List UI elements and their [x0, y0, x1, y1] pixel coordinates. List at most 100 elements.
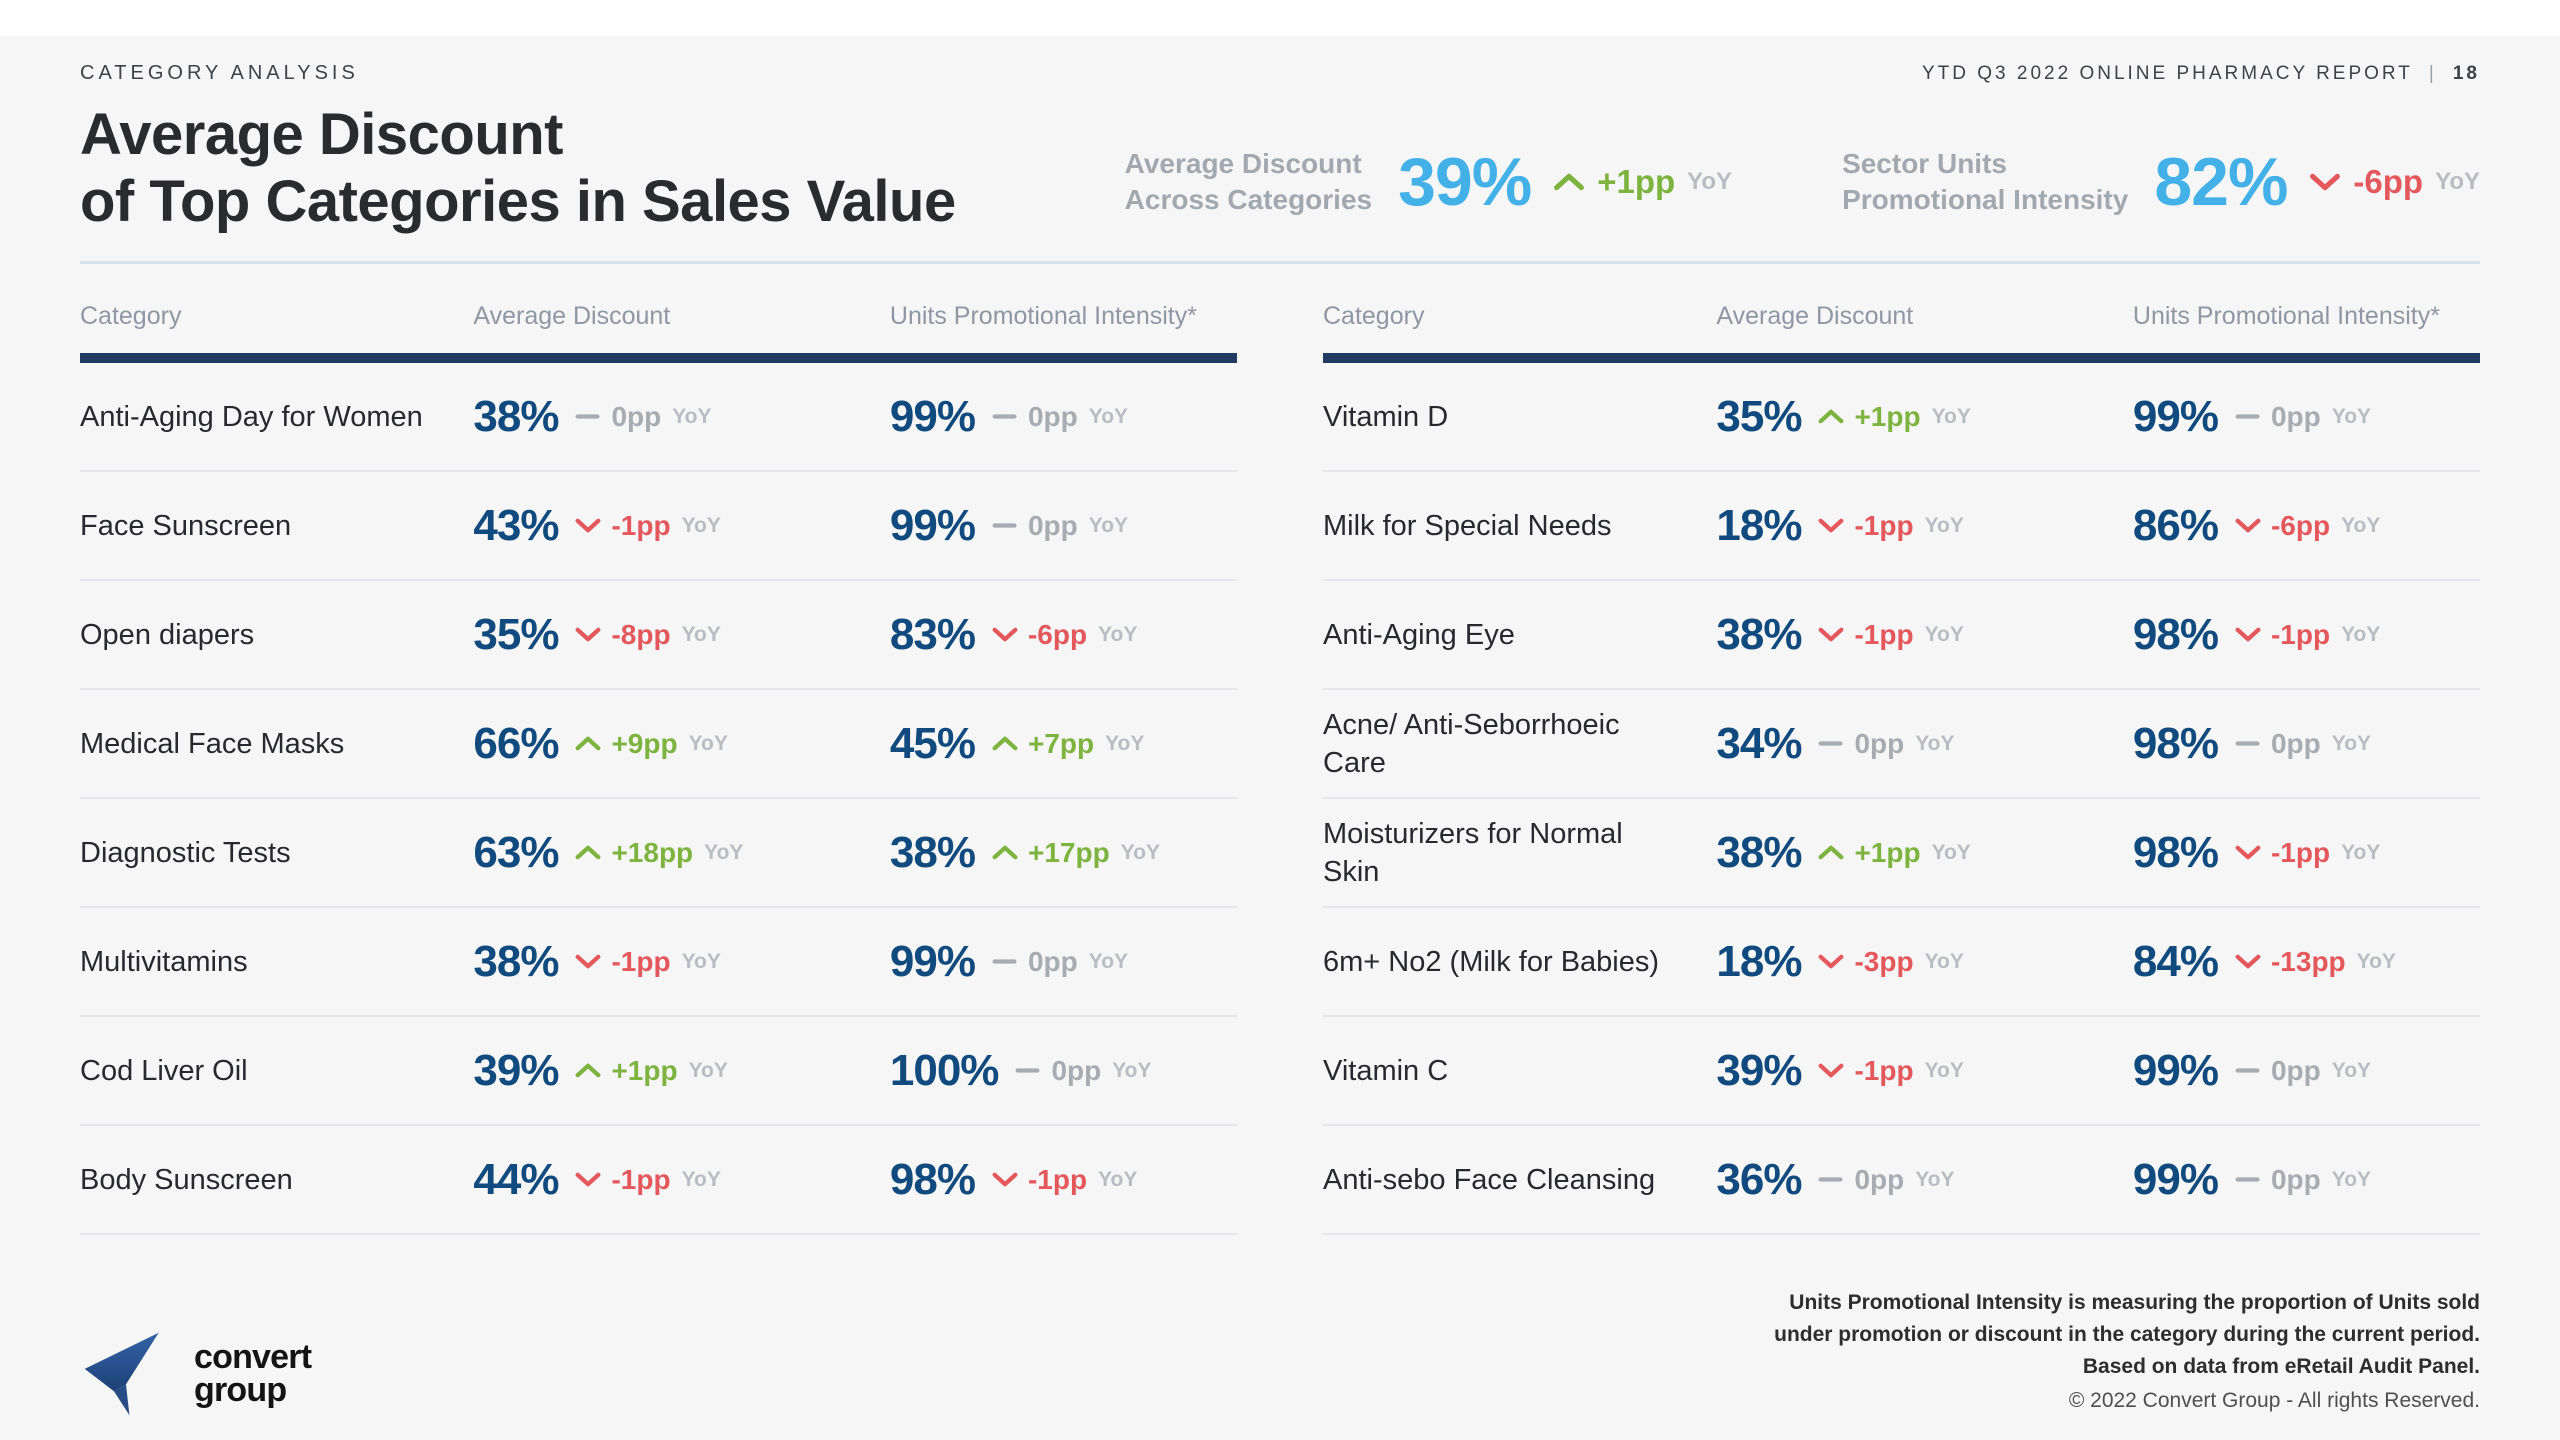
kpi-label-line: Average Discount	[1124, 148, 1362, 179]
trend-down-icon	[2310, 173, 2341, 191]
yoy-label: YoY	[1105, 731, 1145, 755]
trend-flat-icon	[992, 523, 1017, 528]
delta-label: -1pp	[1854, 509, 1914, 541]
table-header-row: Category Average Discount Units Promotio…	[1323, 302, 2480, 331]
yoy-label: YoY	[1924, 949, 1964, 973]
delta-label: +9pp	[611, 727, 678, 759]
trend-down-icon	[1816, 1060, 1846, 1081]
paper-plane-icon	[84, 1332, 159, 1416]
discount-value: 38%	[473, 936, 559, 986]
eyebrow: CATEGORY ANALYSIS	[80, 62, 359, 84]
trend-down-icon	[1818, 1063, 1844, 1078]
kpi-trend: +1pp YoY	[1551, 163, 1732, 201]
kpi-label-line: Promotional Intensity	[1842, 184, 2129, 215]
table-row: Face Sunscreen 43% -1pp YoY 99% 0pp YoY	[80, 472, 1237, 581]
table-row: Anti-Aging Eye 38% -1pp YoY 98% -1pp YoY	[1323, 581, 2480, 690]
tables-region: Category Average Discount Units Promotio…	[80, 302, 2480, 1235]
trend-down-icon	[573, 515, 603, 536]
report-reference: YTD Q3 2022 ONLINE PHARMACY REPORT | 18	[1922, 63, 2480, 85]
intensity-cell: 98% -1pp YoY	[2133, 828, 2480, 878]
yoy-label: YoY	[2331, 731, 2372, 755]
kpi-average-discount: Average Discount Across Categories 39% +…	[1125, 143, 1732, 221]
intensity-cell: 38% +17pp YoY	[890, 828, 1237, 878]
intensity-value: 86%	[2132, 500, 2219, 550]
trend-down-icon	[2235, 954, 2261, 969]
trend-up-icon	[990, 733, 1020, 754]
delta-label: -3pp	[1854, 945, 1914, 977]
kpi-sector-intensity: Sector Units Promotional Intensity 82% -…	[1842, 143, 2480, 221]
delta-label: 0pp	[1027, 400, 1078, 432]
discount-cell: 44% -1pp YoY	[473, 1155, 890, 1205]
intensity-value: 99%	[889, 936, 976, 986]
delta-label: -13pp	[2270, 945, 2346, 977]
table-row: Multivitamins 38% -1pp YoY 99% 0pp YoY	[80, 908, 1237, 1017]
intensity-cell: 99% 0pp YoY	[890, 937, 1237, 987]
discount-value: 39%	[1716, 1045, 1802, 1095]
category-label: Anti-Aging Day for Women	[80, 400, 423, 433]
kpi-label: Average Discount Across Categories	[1125, 146, 1372, 218]
discount-cell: 38% 0pp YoY	[473, 392, 890, 442]
trend-down-icon	[992, 627, 1018, 642]
trend-down-icon	[992, 1172, 1018, 1187]
discount-value: 39%	[473, 1045, 559, 1095]
intensity-value: 99%	[2132, 1045, 2219, 1095]
table-header-row: Category Average Discount Units Promotio…	[80, 302, 1237, 331]
trend-down-icon	[990, 624, 1020, 645]
trend-up-icon	[1818, 845, 1844, 860]
title-line-2: of Top Categories in Sales Value	[80, 169, 956, 234]
discount-cell: 39% -1pp YoY	[1716, 1046, 2133, 1096]
discount-cell: 18% -1pp YoY	[1716, 501, 2133, 551]
logo-line: convert	[194, 1338, 312, 1376]
yoy-label: YoY	[688, 731, 728, 755]
trend-up-icon	[573, 733, 603, 754]
delta-label: +17pp	[1027, 836, 1110, 868]
category-label: Vitamin D	[1323, 400, 1449, 433]
intensity-value: 100%	[889, 1045, 1000, 1095]
trend-flat-icon	[1818, 741, 1843, 746]
trend-up-icon	[1816, 842, 1846, 863]
table-row: Diagnostic Tests 63% +18pp YoY 38% +17pp…	[80, 799, 1237, 908]
intensity-cell: 98% -1pp YoY	[890, 1155, 1237, 1205]
intensity-cell: 45% +7pp YoY	[890, 719, 1237, 769]
discount-value: 63%	[473, 827, 559, 877]
table-row: Body Sunscreen 44% -1pp YoY 98% -1pp YoY	[80, 1126, 1237, 1235]
discount-cell: 38% -1pp YoY	[1716, 610, 2133, 660]
delta-label: 0pp	[1854, 1163, 1905, 1195]
category-label: Anti-sebo Face Cleansing	[1323, 1163, 1656, 1196]
title-line-1: Average Discount	[80, 102, 563, 167]
trend-down-icon	[1818, 627, 1844, 642]
kpi-period: YoY	[2435, 168, 2480, 195]
category-label: Face Sunscreen	[80, 509, 292, 542]
discount-cell: 18% -3pp YoY	[1716, 937, 2133, 987]
intensity-cell: 99% 0pp YoY	[2133, 1046, 2480, 1096]
intensity-cell: 84% -13pp YoY	[2133, 937, 2480, 987]
title-row: Average Discount of Top Categories in Sa…	[80, 101, 2480, 235]
trend-down-icon	[573, 951, 603, 972]
intensity-cell: 86% -6pp YoY	[2133, 501, 2480, 551]
column-header-intensity: Units Promotional Intensity*	[2132, 302, 2440, 330]
report-label: YTD Q3 2022 ONLINE PHARMACY REPORT	[1922, 63, 2413, 84]
pipe-separator: |	[2428, 63, 2437, 84]
trend-flat-icon	[2235, 414, 2260, 419]
column-header-intensity: Units Promotional Intensity*	[889, 302, 1197, 330]
trend-flat-icon	[1816, 733, 1846, 754]
yoy-label: YoY	[1931, 404, 1971, 428]
trend-up-icon	[575, 736, 601, 751]
intensity-value: 83%	[889, 609, 976, 659]
intensity-value: 98%	[2132, 827, 2219, 877]
trend-flat-icon	[1816, 1169, 1846, 1190]
table-row: Moisturizers for Normal Skin 38% +1pp Yo…	[1323, 799, 2480, 908]
trend-down-icon	[1818, 518, 1844, 533]
intensity-value: 98%	[889, 1154, 976, 1204]
discount-value: 38%	[1716, 827, 1802, 877]
discount-value: 66%	[473, 718, 559, 768]
header-bar	[80, 353, 1237, 363]
table-row: 6m+ No2 (Milk for Babies) 18% -3pp YoY 8…	[1323, 908, 2480, 1017]
trend-down-icon	[1816, 951, 1846, 972]
intensity-value: 99%	[2132, 391, 2219, 441]
trend-down-icon	[2235, 845, 2261, 860]
trend-down-icon	[1816, 624, 1846, 645]
table-body: Anti-Aging Day for Women 38% 0pp YoY 99%…	[80, 363, 1237, 1235]
intensity-cell: 98% -1pp YoY	[2133, 610, 2480, 660]
delta-label: -6pp	[2270, 509, 2331, 541]
